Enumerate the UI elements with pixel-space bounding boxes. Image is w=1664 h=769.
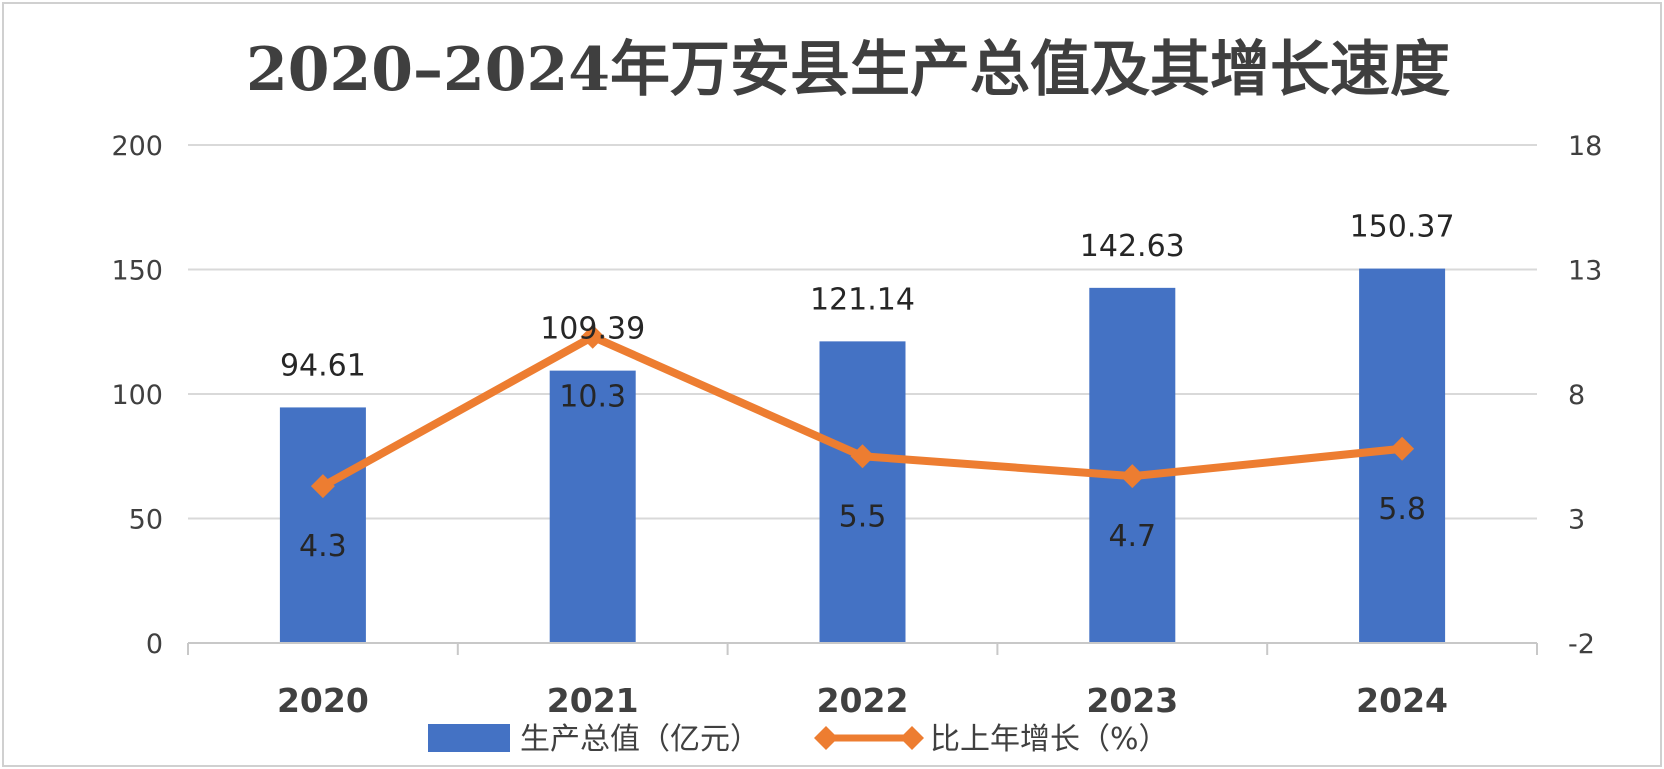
chart-title: 2020–2024年万安县生产总值及其增长速度 [246, 35, 1450, 105]
growth-value-label: 5.5 [839, 499, 887, 534]
line-series [310, 324, 1415, 499]
bar-value-label: 121.14 [810, 282, 915, 317]
bar-value-label: 94.61 [280, 348, 366, 383]
x-axis-category-label: 2021 [547, 681, 639, 720]
bar-value-label: 142.63 [1080, 229, 1185, 264]
legend-label-bar: 生产总值（亿元） [520, 722, 760, 757]
bar [819, 341, 906, 643]
growth-value-label: 4.3 [299, 529, 347, 564]
bar-value-label: 109.39 [540, 312, 645, 347]
left-axis-tick-label: 50 [129, 505, 163, 536]
line-marker [850, 444, 875, 469]
legend: 生产总值（亿元） 比上年增长（%） [428, 722, 1169, 757]
data-labels: 94.61 109.39 121.14 142.63 150.37 4.3 10.3 5.5 4… [280, 210, 1455, 565]
legend-marker [814, 726, 838, 750]
axes: 0 50 100 150 200 -2 3 8 13 18 2020 2021 2022 2023 2024 [111, 131, 1602, 720]
right-axis-tick-label: 13 [1568, 256, 1602, 287]
legend-label-line: 比上年增长（%） [930, 722, 1169, 757]
x-axis-category-label: 2020 [277, 681, 369, 720]
x-axis-category-label: 2024 [1356, 681, 1448, 720]
left-axis-tick-label: 150 [111, 256, 163, 287]
bar [279, 407, 366, 643]
right-axis-tick-label: -2 [1568, 629, 1595, 660]
line-marker [580, 324, 605, 349]
line-marker [310, 474, 335, 499]
growth-value-label: 5.8 [1378, 492, 1426, 527]
right-axis-tick-label: 3 [1568, 505, 1585, 536]
line-marker [1390, 436, 1415, 461]
bar [549, 370, 636, 643]
legend-swatch-bar [428, 724, 510, 752]
line-marker [1120, 464, 1145, 489]
bar-value-label: 150.37 [1350, 210, 1455, 245]
legend-marker [900, 726, 924, 750]
right-axis-tick-label: 18 [1568, 131, 1602, 162]
left-axis-tick-label: 0 [146, 629, 163, 660]
growth-value-label: 10.3 [559, 380, 626, 415]
growth-value-label: 4.7 [1108, 519, 1156, 554]
left-axis-tick-label: 200 [111, 131, 163, 162]
left-axis-tick-label: 100 [111, 380, 163, 411]
x-axis-category-label: 2023 [1086, 681, 1178, 720]
right-axis-tick-label: 8 [1568, 380, 1585, 411]
x-axis-category-label: 2022 [817, 681, 909, 720]
